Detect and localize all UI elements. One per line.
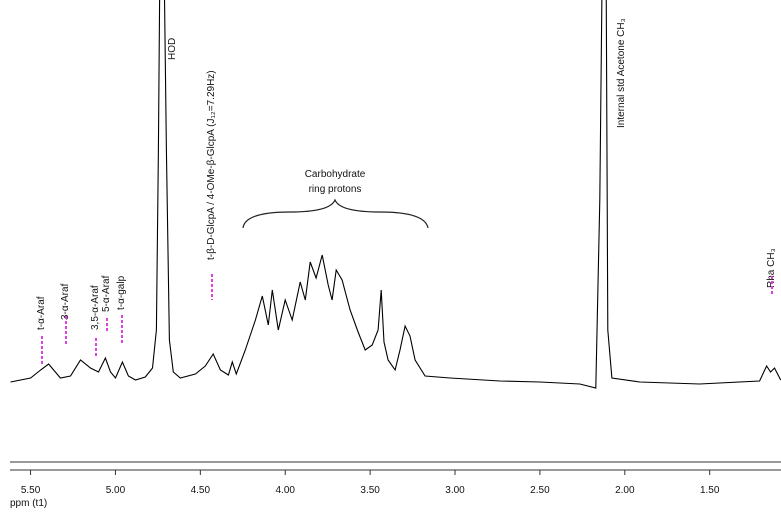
annotation: HOD bbox=[167, 38, 178, 60]
annotation: ring protons bbox=[309, 184, 362, 195]
annotation: t-α-Araf bbox=[36, 296, 47, 330]
bracket bbox=[242, 198, 429, 229]
annotation: Rha CH₃ bbox=[766, 248, 777, 288]
x-tick-label: 5.00 bbox=[106, 485, 126, 496]
x-tick-label: 4.00 bbox=[276, 485, 296, 496]
annotation: 5-α-Araf bbox=[101, 275, 112, 312]
annotation: 3-α-Araf bbox=[60, 283, 71, 320]
annotation: t-α-galp bbox=[116, 275, 127, 310]
spectrum bbox=[10, 0, 781, 389]
x-tick-label: 3.00 bbox=[445, 485, 465, 496]
x-axis-label: ppm (t1) bbox=[10, 498, 47, 509]
annotation: Carbohydrate bbox=[305, 169, 366, 180]
x-tick-label: 2.00 bbox=[615, 485, 635, 496]
annotation: t-β-D-GlcpA / 4-OMe-β-GlcpA (J₁₂=7.29Hz) bbox=[206, 70, 217, 260]
x-tick-label: 2.50 bbox=[530, 485, 550, 496]
x-tick-label: 1.50 bbox=[700, 485, 720, 496]
x-tick-label: 4.50 bbox=[191, 485, 211, 496]
x-tick-label: 3.50 bbox=[360, 485, 380, 496]
x-tick-label: 5.50 bbox=[21, 485, 41, 496]
annotation: Internal std Acetone CH₃ bbox=[616, 18, 627, 128]
annotation: 3,5-α-Araf bbox=[90, 285, 101, 330]
